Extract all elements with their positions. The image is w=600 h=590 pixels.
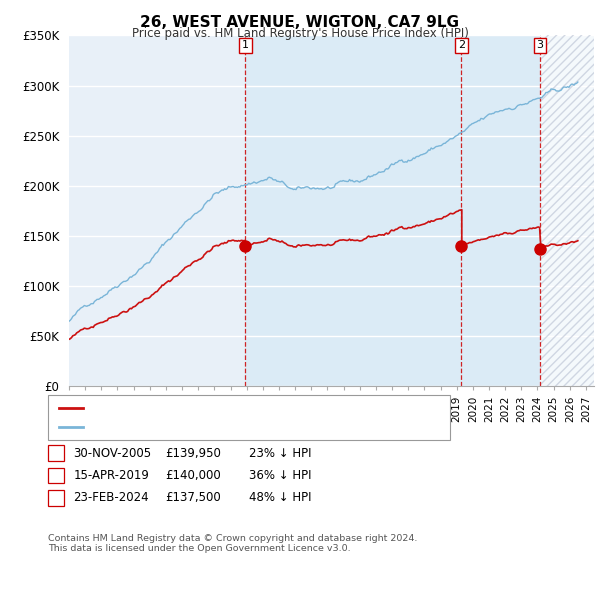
Text: 26, WEST AVENUE, WIGTON, CA7 9LG (detached house): 26, WEST AVENUE, WIGTON, CA7 9LG (detach…: [88, 403, 393, 412]
Text: 2: 2: [458, 41, 465, 50]
Text: HPI: Average price, detached house, Cumberland: HPI: Average price, detached house, Cumb…: [88, 422, 357, 432]
Text: 15-APR-2019: 15-APR-2019: [73, 469, 149, 482]
Text: Contains HM Land Registry data © Crown copyright and database right 2024.
This d: Contains HM Land Registry data © Crown c…: [48, 534, 418, 553]
Text: 36% ↓ HPI: 36% ↓ HPI: [249, 469, 311, 482]
Text: 23% ↓ HPI: 23% ↓ HPI: [249, 447, 311, 460]
Text: 2: 2: [52, 469, 59, 482]
Text: 1: 1: [52, 447, 59, 460]
Text: 48% ↓ HPI: 48% ↓ HPI: [249, 491, 311, 504]
Bar: [540, 35, 594, 386]
Text: 3: 3: [52, 491, 59, 504]
Text: £139,950: £139,950: [165, 447, 221, 460]
Text: £137,500: £137,500: [165, 491, 221, 504]
Text: 26, WEST AVENUE, WIGTON, CA7 9LG: 26, WEST AVENUE, WIGTON, CA7 9LG: [140, 15, 460, 30]
Text: 30-NOV-2005: 30-NOV-2005: [73, 447, 151, 460]
Text: £140,000: £140,000: [165, 469, 221, 482]
Text: Price paid vs. HM Land Registry's House Price Index (HPI): Price paid vs. HM Land Registry's House …: [131, 27, 469, 40]
Text: 23-FEB-2024: 23-FEB-2024: [73, 491, 149, 504]
Text: 3: 3: [536, 41, 544, 50]
Bar: [245, 35, 594, 386]
Text: 1: 1: [242, 41, 249, 50]
Bar: [540, 35, 594, 386]
